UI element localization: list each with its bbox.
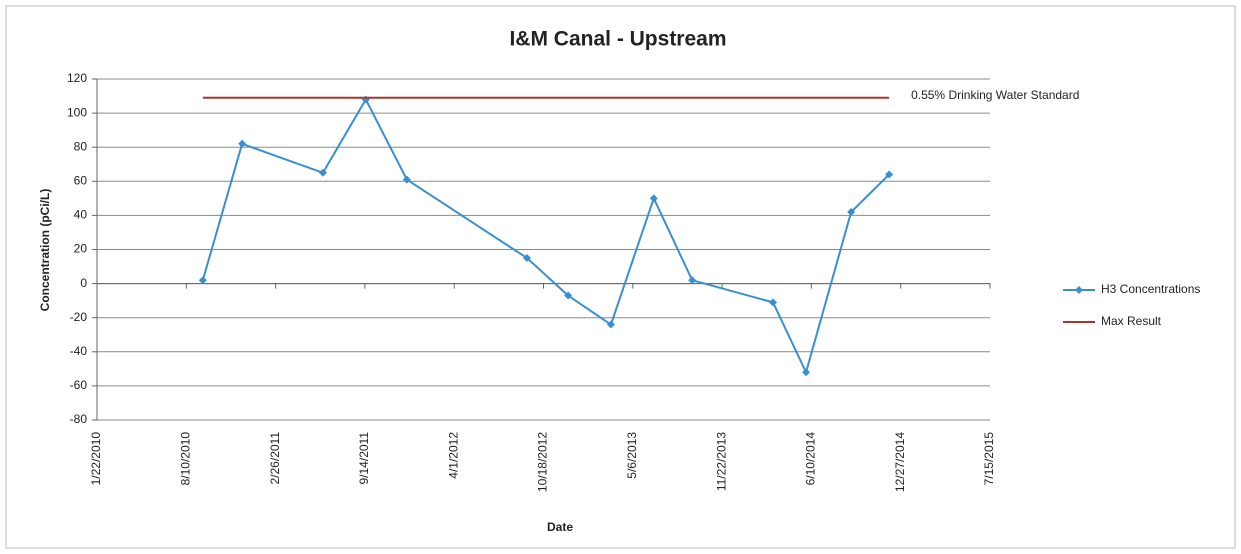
point-marker	[564, 291, 573, 300]
y-tick-label: 80	[74, 139, 88, 153]
point-marker	[885, 170, 894, 179]
y-tick-label: -20	[70, 310, 88, 324]
annotation: 0.55% Drinking Water Standard	[911, 88, 1079, 102]
x-tick-label: 6/10/2014	[804, 432, 818, 486]
point-marker	[649, 194, 658, 203]
point-marker	[238, 139, 247, 148]
x-tick-label: 12/27/2014	[893, 432, 907, 492]
series-line	[201, 97, 890, 376]
y-tick-label: 0	[80, 276, 87, 290]
x-axis-label: Date	[547, 520, 573, 534]
point-marker	[688, 276, 697, 285]
y-tick-label: -40	[70, 344, 88, 358]
y-tick-label: 60	[74, 173, 88, 187]
x-tick-label: 4/1/2012	[446, 432, 460, 479]
y-tick-label: -80	[70, 412, 88, 426]
point-marker	[606, 320, 615, 329]
legend-label: Max Result	[1101, 314, 1162, 328]
legend-label: H3 Concentrations	[1101, 282, 1200, 296]
x-tick-label: 11/22/2013	[714, 432, 728, 491]
point-marker	[402, 175, 411, 184]
y-tick-label: -60	[70, 378, 88, 392]
y-tick-label: 20	[74, 242, 88, 256]
point-marker	[198, 276, 207, 285]
y-axis-label: Concentration (pCi/L)	[38, 189, 52, 312]
point-marker	[318, 168, 327, 177]
x-tick-label: 2/26/2011	[268, 432, 282, 485]
x-tick-label: 10/18/2012	[536, 432, 550, 492]
y-tick-label: 120	[67, 71, 87, 85]
x-tick-label: 5/6/2013	[625, 432, 639, 479]
point-marker	[847, 207, 856, 216]
x-tick-label: 9/14/2011	[357, 432, 371, 485]
point-marker	[802, 368, 811, 377]
chart-frame	[5, 5, 1236, 549]
legend-marker	[1075, 286, 1083, 294]
y-tick-label: 100	[67, 105, 87, 119]
chart-title: I&M Canal - Upstream	[509, 28, 726, 51]
y-tick-label: 40	[74, 208, 88, 222]
x-tick-label: 7/15/2015	[982, 432, 996, 486]
x-tick-label: 8/10/2010	[178, 432, 192, 486]
point-marker	[522, 254, 531, 263]
x-tick-label: 1/22/2010	[89, 432, 103, 486]
point-marker	[769, 298, 778, 307]
